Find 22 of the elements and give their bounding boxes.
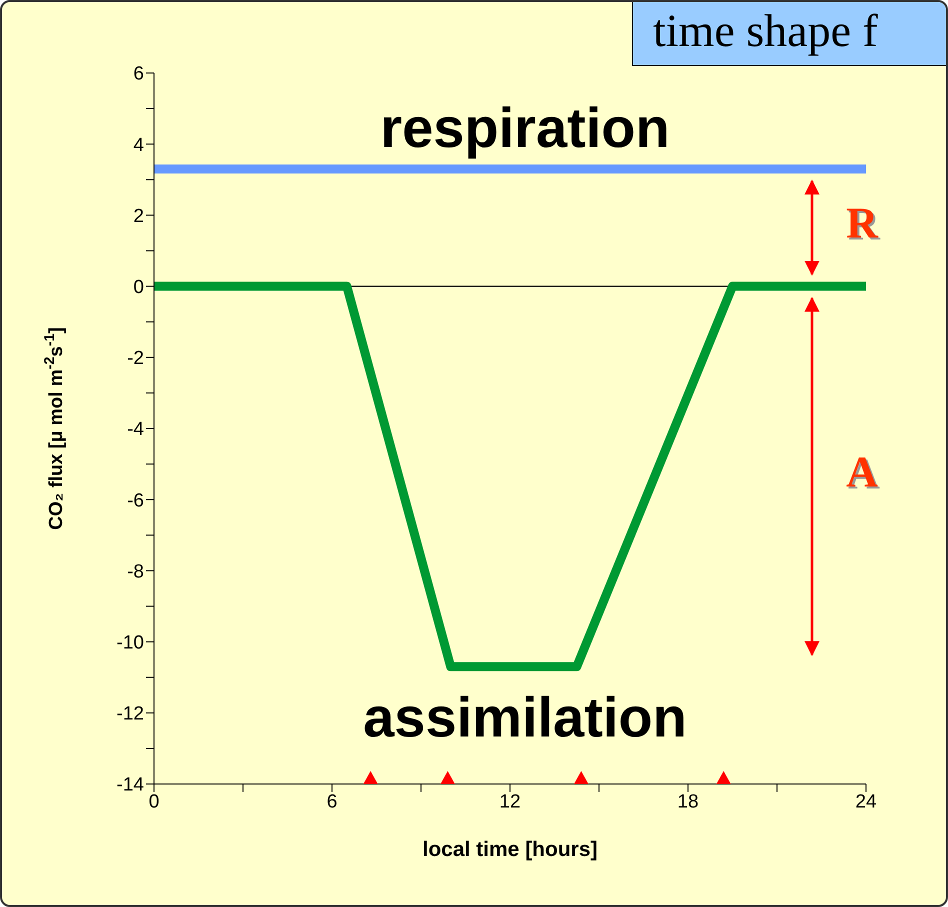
series-label: respiration <box>380 96 670 159</box>
y-tick-label: 0 <box>133 277 144 298</box>
y-tick-label: 6 <box>133 64 144 85</box>
chart-title: time shape f <box>632 0 948 66</box>
x-axis-title: local time [hours] <box>422 838 598 861</box>
y-tick-label: -2 <box>127 348 144 370</box>
x-tick-label: 6 <box>326 791 338 812</box>
y-tick-label: -14 <box>116 774 144 796</box>
y-tick-label: 4 <box>133 134 144 156</box>
x-tick-label: 18 <box>677 791 699 812</box>
y-tick-label: -12 <box>116 704 144 725</box>
x-tick-label: 0 <box>148 791 160 812</box>
annotation: R <box>848 200 882 250</box>
annotation: A <box>848 450 880 499</box>
y-tick-label: -10 <box>116 632 144 654</box>
y-tick-label: -4 <box>127 419 144 440</box>
y-tick-label: 2 <box>133 206 144 227</box>
y-tick-label: -8 <box>127 561 144 582</box>
x-tick-label: 12 <box>499 791 521 812</box>
series-label: assimilation <box>363 686 687 749</box>
x-tick-label: 24 <box>855 791 877 812</box>
y-tick-label: -6 <box>127 490 144 512</box>
